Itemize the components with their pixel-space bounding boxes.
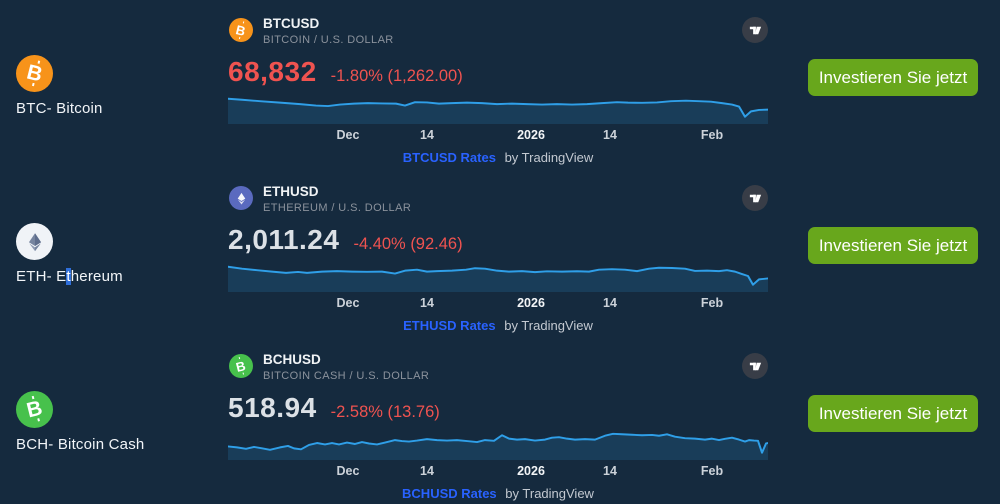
widget-header: ETHUSD ETHEREUM / U.S. DOLLAR <box>228 184 768 215</box>
axis-tick-label: Dec <box>336 128 360 142</box>
tradingview-widget-btc: B BTCUSD BITCOIN / U.S. DOLLAR 68,832 -1… <box>228 0 768 168</box>
cta-column: Investieren Sie jetzt <box>768 0 1000 168</box>
invest-now-button[interactable]: Investieren Sie jetzt <box>808 59 978 96</box>
price-change: -2.58% (13.76) <box>330 403 440 421</box>
bitcoin-cash-icon: B <box>229 354 253 378</box>
axis-tick-label: 2026 <box>517 128 545 142</box>
price-sparkline-chart[interactable] <box>228 259 768 292</box>
axis-tick-label: 14 <box>420 296 434 310</box>
symbol-name[interactable]: BCHUSD <box>263 352 321 367</box>
coin-label-bch: BCH- Bitcoin Cash <box>16 436 228 453</box>
coin-summary-btc: B BTC- Bitcoin <box>0 0 228 168</box>
tradingview-widget-bch: B BCHUSD BITCOIN CASH / U.S. DOLLAR 518.… <box>228 336 768 504</box>
widget-header: B BTCUSD BITCOIN / U.S. DOLLAR <box>228 16 768 47</box>
bitcoin-cash-b-glyph: B <box>24 396 45 423</box>
last-price: 518.94 <box>228 392 317 423</box>
axis-tick-label: 14 <box>420 464 434 478</box>
crypto-row-btc: B BTC- Bitcoin B BTCUSD BITCOIN / U.S. D… <box>0 0 1000 168</box>
cta-column: Investieren Sie jetzt <box>768 336 1000 504</box>
invest-now-button[interactable]: Investieren Sie jetzt <box>808 395 978 432</box>
coin-label-text: BCH- Bitcoin Cash <box>16 436 145 453</box>
axis-tick-label: 14 <box>603 296 617 310</box>
coin-summary-bch: B BCH- Bitcoin Cash <box>0 336 228 504</box>
axis-tick-label: Feb <box>700 296 724 310</box>
coin-label-text: BTC- Bitcoin <box>16 100 103 117</box>
symbol-subtitle: BITCOIN CASH / U.S. DOLLAR <box>263 370 430 382</box>
bitcoin-b-glyph: B <box>24 60 45 87</box>
ethereum-diamond-glyph <box>237 192 245 204</box>
rates-link[interactable]: ETHUSD Rates <box>403 318 496 333</box>
price-sparkline-chart[interactable] <box>228 91 768 124</box>
axis-tick-label: Dec <box>336 296 360 310</box>
last-price: 68,832 <box>228 56 317 87</box>
crypto-row-eth: ETH- Ethereum ETHUSD ETHEREUM / U.S. DOL… <box>0 168 1000 336</box>
time-axis: Dec 14 2026 14 Feb <box>228 292 768 313</box>
coin-summary-eth: ETH- Ethereum <box>0 168 228 336</box>
time-axis: Dec 14 2026 14 Feb <box>228 460 768 481</box>
time-axis: Dec 14 2026 14 Feb <box>228 124 768 145</box>
price-change: -1.80% (1,262.00) <box>330 67 463 85</box>
axis-tick-label: 14 <box>603 464 617 478</box>
axis-tick-label: 2026 <box>517 464 545 478</box>
widget-header: B BCHUSD BITCOIN CASH / U.S. DOLLAR <box>228 352 768 383</box>
tradingview-credit: by TradingView <box>504 318 593 333</box>
bitcoin-icon: B <box>16 55 53 92</box>
axis-tick-label: Dec <box>336 464 360 478</box>
price-change: -4.40% (92.46) <box>353 235 463 253</box>
widget-footer: BCHUSD Rates by TradingView <box>228 486 768 501</box>
widget-titles: BTCUSD BITCOIN / U.S. DOLLAR <box>263 16 742 47</box>
bitcoin-b-glyph: B <box>234 21 248 39</box>
coin-label-eth: ETH- Ethereum <box>16 268 228 285</box>
axis-tick-label: 14 <box>603 128 617 142</box>
rates-link[interactable]: BCHUSD Rates <box>402 486 497 501</box>
crypto-row-bch: B BCH- Bitcoin Cash B BCHUSD BITCOIN CAS… <box>0 336 1000 504</box>
invest-now-button[interactable]: Investieren Sie jetzt <box>808 227 978 264</box>
coin-label-selection: t <box>66 268 71 285</box>
rates-link[interactable]: BTCUSD Rates <box>402 150 496 165</box>
coin-label-text: ETH- E <box>16 268 67 285</box>
ethereum-icon <box>16 223 53 260</box>
symbol-subtitle: ETHEREUM / U.S. DOLLAR <box>263 202 412 214</box>
ethereum-diamond-glyph <box>28 232 41 251</box>
symbol-name[interactable]: BTCUSD <box>263 16 320 31</box>
price-row: 518.94 -2.58% (13.76) <box>228 392 768 423</box>
price-row: 68,832 -1.80% (1,262.00) <box>228 56 768 87</box>
symbol-subtitle: BITCOIN / U.S. DOLLAR <box>263 34 394 46</box>
tradingview-credit: by TradingView <box>504 150 594 165</box>
bitcoin-cash-b-glyph: B <box>234 357 248 375</box>
widget-titles: BCHUSD BITCOIN CASH / U.S. DOLLAR <box>263 352 742 383</box>
tradingview-logo-icon[interactable] <box>742 353 768 379</box>
coin-label-btc: BTC- Bitcoin <box>16 100 228 117</box>
axis-tick-label: 14 <box>420 128 434 142</box>
price-row: 2,011.24 -4.40% (92.46) <box>228 224 768 255</box>
coin-label-text: hereum <box>70 268 123 285</box>
last-price: 2,011.24 <box>228 224 340 255</box>
price-sparkline-chart[interactable] <box>228 427 768 460</box>
widget-footer: ETHUSD Rates by TradingView <box>228 318 768 333</box>
axis-tick-label: Feb <box>700 464 724 478</box>
bitcoin-icon: B <box>229 18 253 42</box>
widget-titles: ETHUSD ETHEREUM / U.S. DOLLAR <box>263 184 742 215</box>
tradingview-logo-icon[interactable] <box>742 185 768 211</box>
tradingview-widget-eth: ETHUSD ETHEREUM / U.S. DOLLAR 2,011.24 -… <box>228 168 768 336</box>
tradingview-logo-icon[interactable] <box>742 17 768 43</box>
ethereum-icon <box>229 186 253 210</box>
axis-tick-label: Feb <box>700 128 724 142</box>
tradingview-credit: by TradingView <box>505 486 594 501</box>
axis-tick-label: 2026 <box>517 296 545 310</box>
symbol-name[interactable]: ETHUSD <box>263 184 319 199</box>
widget-footer: BTCUSD Rates by TradingView <box>228 150 768 165</box>
bitcoin-cash-icon: B <box>16 391 53 428</box>
cta-column: Investieren Sie jetzt <box>768 168 1000 336</box>
